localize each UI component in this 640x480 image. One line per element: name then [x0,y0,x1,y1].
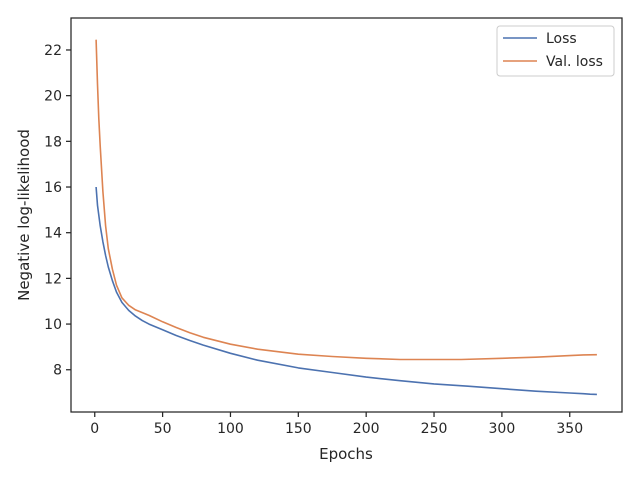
plot-frame [70,17,623,413]
y-tick-label: 16 [44,180,62,196]
y-axis: 8 10 12 14 16 18 20 22 [44,43,71,379]
x-tick-label: 0 [90,421,99,437]
x-tick-label: 300 [489,421,516,437]
x-tick-label: 100 [217,421,244,437]
legend-label-loss: Loss [546,31,577,47]
y-axis-label: Negative log-likelihood [15,129,33,301]
x-tick-label: 50 [154,421,172,437]
y-tick-label: 18 [44,134,62,150]
y-tick-label: 20 [44,89,62,105]
y-tick-label: 14 [44,226,62,242]
legend-label-val-loss: Val. loss [546,54,603,70]
y-tick-label: 22 [44,43,62,59]
x-axis: 0 50 100 150 200 250 300 350 [90,412,583,437]
x-tick-label: 250 [421,421,448,437]
plot-lines [95,39,597,396]
y-tick-label: 10 [44,317,62,333]
y-tick-label: 8 [53,363,62,379]
x-tick-label: 350 [556,421,583,437]
series-line-0 [95,186,597,396]
x-tick-label: 200 [353,421,380,437]
y-tick-label: 12 [44,271,62,287]
series-line-1 [95,39,597,361]
x-axis-label: Epochs [319,445,373,463]
x-tick-label: 150 [285,421,312,437]
legend: Loss Val. loss [496,25,615,77]
